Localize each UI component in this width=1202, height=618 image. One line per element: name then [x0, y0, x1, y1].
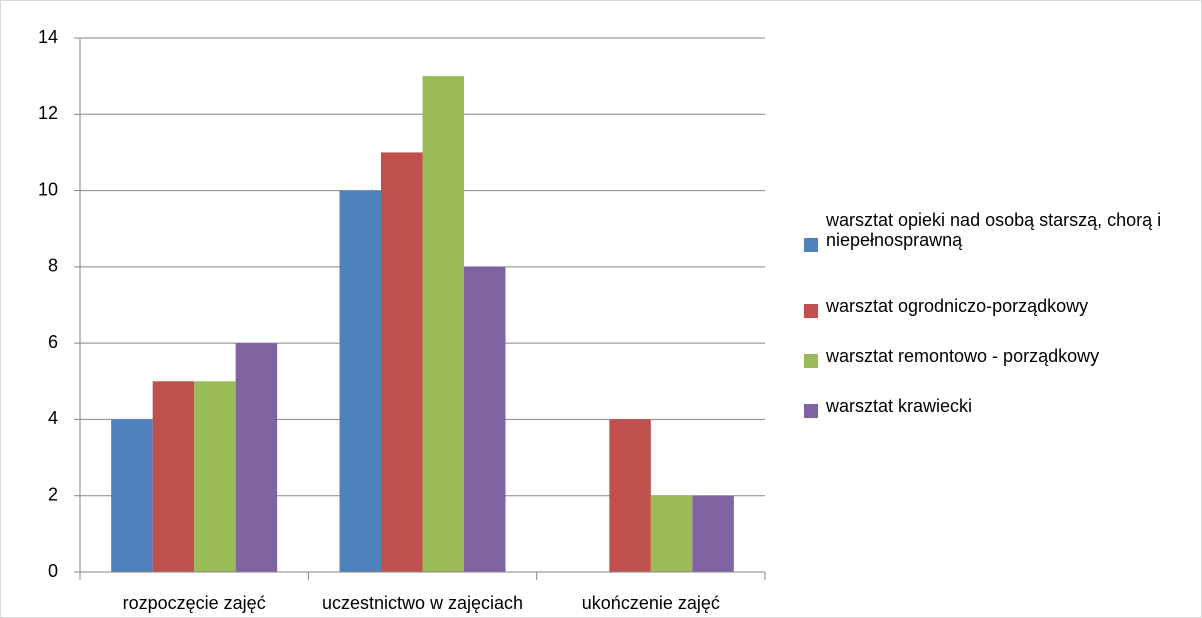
x-tick-label: rozpoczęcie zajęć: [123, 593, 266, 613]
legend-label: warsztat krawiecki: [826, 396, 973, 416]
legend-swatch: [804, 304, 818, 318]
legend: warsztat opieki nad osobą starszą, chorą…: [804, 180, 1196, 418]
legend-entry: warsztat remontowo - porządkowy: [804, 346, 1196, 368]
y-tick-label: 8: [48, 256, 58, 276]
bar: [650, 495, 693, 572]
legend-label: warsztat ogrodniczo-porządkowy: [826, 296, 1089, 316]
legend-swatch: [804, 354, 818, 368]
y-tick-label: 2: [48, 484, 58, 504]
legend-label: warsztat opieki nad osobą starszą, chorą…: [826, 210, 1162, 250]
bar: [692, 495, 734, 572]
y-tick-label: 4: [48, 408, 58, 428]
y-tick-label: 6: [48, 332, 58, 352]
y-tick-label: 10: [38, 179, 58, 199]
legend-swatch: [804, 238, 818, 252]
legend-entry: warsztat krawiecki: [804, 396, 1196, 418]
bar: [464, 266, 506, 572]
bar: [381, 152, 423, 572]
x-tick-label: uczestnictwo w zajęciach: [322, 593, 523, 613]
legend-entry: warsztat ogrodniczo-porządkowy: [804, 296, 1196, 318]
bar: [235, 343, 278, 572]
bar: [609, 419, 651, 572]
bar: [339, 190, 381, 573]
legend-label: warsztat remontowo - porządkowy: [826, 346, 1100, 366]
bar: [194, 381, 236, 572]
legend-entry: warsztat opieki nad osobą starszą, chorą…: [804, 210, 1196, 252]
bar: [111, 419, 153, 572]
bar: [152, 381, 195, 572]
y-tick-label: 14: [38, 27, 58, 47]
y-tick-label: 0: [48, 561, 58, 581]
bar: [422, 76, 464, 573]
x-tick-label: ukończenie zajęć: [582, 593, 720, 613]
y-tick-label: 12: [38, 103, 58, 123]
legend-swatch: [804, 404, 818, 418]
